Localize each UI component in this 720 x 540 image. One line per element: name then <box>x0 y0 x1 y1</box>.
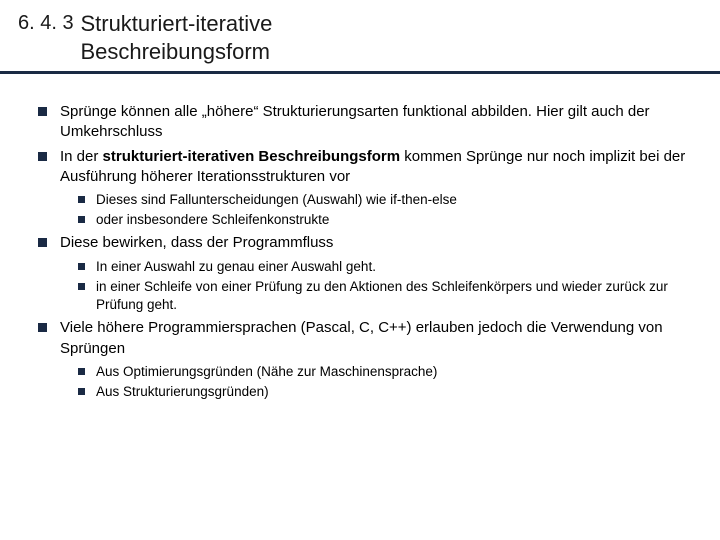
bullet-text: Sprünge können alle „höhere“ Strukturier… <box>60 103 650 140</box>
bullet-text-bold: strukturiert-iterativen Beschreibungsfor… <box>103 148 401 165</box>
sub-bullet-item: Dieses sind Fallunterscheidungen (Auswah… <box>78 191 692 209</box>
sub-bullet-list: In einer Auswahl zu genau einer Auswahl … <box>60 258 692 315</box>
sub-bullet-item: In einer Auswahl zu genau einer Auswahl … <box>78 258 692 276</box>
sub-bullet-list: Aus Optimierungsgründen (Nähe zur Maschi… <box>60 363 692 401</box>
bullet-text: Viele höhere Programmiersprachen (Pascal… <box>60 319 663 356</box>
slide: 6. 4. 3 Strukturiert-iterative Beschreib… <box>0 0 720 540</box>
sub-bullet-list: Dieses sind Fallunterscheidungen (Auswah… <box>60 191 692 229</box>
title-line-2: Beschreibungsform <box>80 39 270 64</box>
bullet-item: Diese bewirken, dass der Programmfluss I… <box>38 233 692 314</box>
sub-bullet-item: in einer Schleife von einer Prüfung zu d… <box>78 278 692 314</box>
title-line-1: Strukturiert-iterative <box>80 11 272 36</box>
bullet-text: Diese bewirken, dass der Programmfluss <box>60 234 333 251</box>
slide-header: 6. 4. 3 Strukturiert-iterative Beschreib… <box>0 0 720 65</box>
bullet-item: Sprünge können alle „höhere“ Strukturier… <box>38 102 692 143</box>
bullet-text-pre: In der <box>60 148 103 165</box>
slide-content: Sprünge können alle „höhere“ Strukturier… <box>0 74 720 401</box>
bullet-item: Viele höhere Programmiersprachen (Pascal… <box>38 318 692 401</box>
bullet-list: Sprünge können alle „höhere“ Strukturier… <box>38 102 692 401</box>
sub-bullet-item: Aus Strukturierungsgründen) <box>78 383 692 401</box>
bullet-item: In der strukturiert-iterativen Beschreib… <box>38 147 692 230</box>
slide-title: Strukturiert-iterative Beschreibungsform <box>80 10 272 65</box>
sub-bullet-item: Aus Optimierungsgründen (Nähe zur Maschi… <box>78 363 692 381</box>
sub-bullet-item: oder insbesondere Schleifenkonstrukte <box>78 211 692 229</box>
section-number: 6. 4. 3 <box>18 10 76 35</box>
